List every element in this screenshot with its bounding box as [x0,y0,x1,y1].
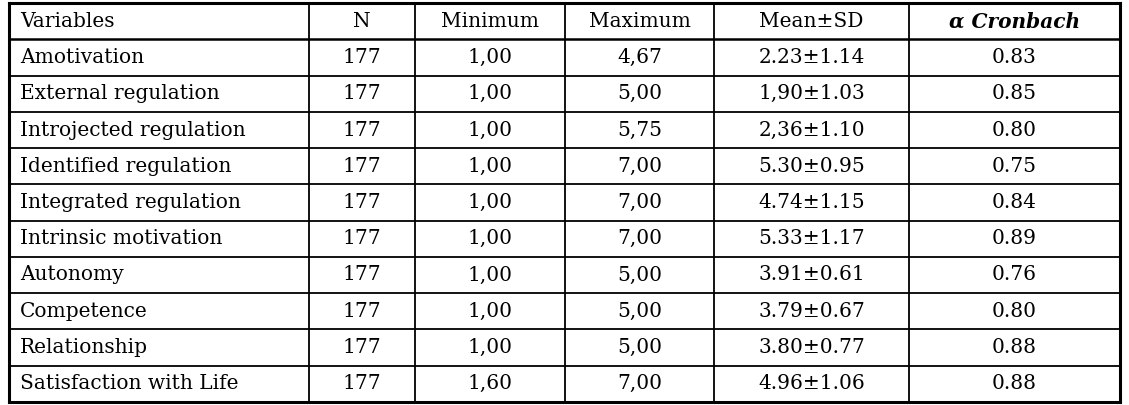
Text: Variables: Variables [20,12,115,31]
Text: 7,00: 7,00 [616,193,662,212]
Text: 1,00: 1,00 [467,338,513,357]
Text: 0.88: 0.88 [992,338,1036,357]
Text: 177: 177 [342,193,382,212]
Text: 177: 177 [342,374,382,393]
Text: 0.75: 0.75 [992,157,1036,176]
Text: 4.74±1.15: 4.74±1.15 [759,193,865,212]
Text: 5,00: 5,00 [616,302,662,321]
Text: 177: 177 [342,48,382,67]
Text: 3.91±0.61: 3.91±0.61 [759,265,865,284]
Text: Mean±SD: Mean±SD [760,12,864,31]
Text: 5,00: 5,00 [616,84,662,103]
Text: 4,67: 4,67 [618,48,662,67]
Text: 4.96±1.06: 4.96±1.06 [759,374,865,393]
Text: 5.30±0.95: 5.30±0.95 [759,157,865,176]
Text: 3.79±0.67: 3.79±0.67 [759,302,865,321]
Text: 5,00: 5,00 [616,338,662,357]
Text: 0.80: 0.80 [992,302,1036,321]
Text: 0.85: 0.85 [992,84,1036,103]
Text: 177: 177 [342,302,382,321]
Text: 5.33±1.17: 5.33±1.17 [759,229,865,248]
Text: 1,00: 1,00 [467,84,513,103]
Text: 5,00: 5,00 [616,265,662,284]
Text: Integrated regulation: Integrated regulation [20,193,242,212]
Text: N: N [353,12,370,31]
Text: Amotivation: Amotivation [20,48,145,67]
Text: 2.23±1.14: 2.23±1.14 [759,48,865,67]
Text: Relationship: Relationship [20,338,148,357]
Text: Maximum: Maximum [588,12,691,31]
Text: 177: 177 [342,229,382,248]
Text: 177: 177 [342,121,382,140]
Text: 0.89: 0.89 [992,229,1036,248]
Text: 1,00: 1,00 [467,48,513,67]
Text: Competence: Competence [20,302,148,321]
Text: 0.80: 0.80 [992,121,1036,140]
Text: Identified regulation: Identified regulation [20,157,231,176]
Text: 2,36±1.10: 2,36±1.10 [759,121,865,140]
Text: Satisfaction with Life: Satisfaction with Life [20,374,239,393]
Text: Introjected regulation: Introjected regulation [20,121,246,140]
Text: External regulation: External regulation [20,84,220,103]
Text: 177: 177 [342,157,382,176]
Text: 1,00: 1,00 [467,265,513,284]
Text: 0.76: 0.76 [992,265,1036,284]
Text: 177: 177 [342,338,382,357]
Text: Intrinsic motivation: Intrinsic motivation [20,229,222,248]
Text: 7,00: 7,00 [616,157,662,176]
Text: 1,00: 1,00 [467,302,513,321]
Text: 0.88: 0.88 [992,374,1036,393]
Text: 177: 177 [342,84,382,103]
Text: 3.80±0.77: 3.80±0.77 [759,338,865,357]
Text: 7,00: 7,00 [616,229,662,248]
Text: 1,00: 1,00 [467,157,513,176]
Text: 1,00: 1,00 [467,193,513,212]
Text: Minimum: Minimum [440,12,539,31]
Text: 5,75: 5,75 [616,121,662,140]
Text: 1,90±1.03: 1,90±1.03 [759,84,865,103]
Text: 0.83: 0.83 [992,48,1036,67]
Text: 177: 177 [342,265,382,284]
Text: 1,60: 1,60 [467,374,513,393]
Text: α Cronbach: α Cronbach [948,11,1080,31]
Text: Autonomy: Autonomy [20,265,124,284]
Text: 7,00: 7,00 [616,374,662,393]
Text: 0.84: 0.84 [992,193,1036,212]
Text: 1,00: 1,00 [467,121,513,140]
Text: 1,00: 1,00 [467,229,513,248]
